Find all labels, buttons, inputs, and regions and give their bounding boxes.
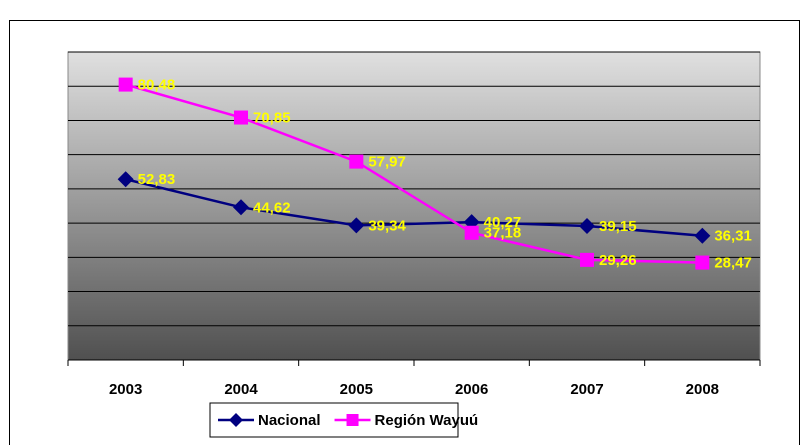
marker (464, 225, 479, 240)
marker (694, 227, 711, 244)
x-tick-label: 2006 (455, 381, 488, 398)
data-label: 80,48 (138, 77, 176, 94)
x-tick-label: 2004 (224, 381, 258, 398)
marker (580, 252, 594, 267)
data-label: 70,85 (253, 110, 291, 127)
x-tick-label: 2008 (686, 381, 719, 398)
marker (346, 414, 359, 426)
data-label: 52,83 (138, 171, 176, 188)
marker (695, 255, 710, 270)
series-line (125, 177, 703, 237)
marker (234, 110, 248, 125)
plot-area (67, 51, 761, 361)
data-label: 28,47 (714, 255, 752, 272)
data-label: 44,62 (253, 199, 291, 216)
marker (229, 413, 243, 427)
x-tick-label: 2003 (109, 381, 142, 398)
series-line (125, 83, 703, 264)
data-label: 37,18 (484, 225, 522, 242)
legend-label: Región Wayuú (375, 412, 479, 429)
data-label: 57,97 (368, 154, 406, 171)
data-label: 39,34 (368, 217, 406, 234)
data-label: 36,31 (714, 228, 752, 245)
marker (348, 217, 365, 234)
data-label: 39,15 (599, 218, 637, 235)
marker (233, 199, 249, 216)
legend-label: Nacional (258, 412, 321, 429)
marker (349, 154, 364, 169)
x-tick-label: 2005 (340, 381, 373, 398)
data-label: 29,26 (599, 252, 637, 269)
x-tick-label: 2007 (570, 381, 603, 398)
marker (118, 77, 133, 92)
marker (579, 218, 595, 235)
data-label: 40,27 (484, 214, 522, 231)
marker (117, 171, 134, 188)
